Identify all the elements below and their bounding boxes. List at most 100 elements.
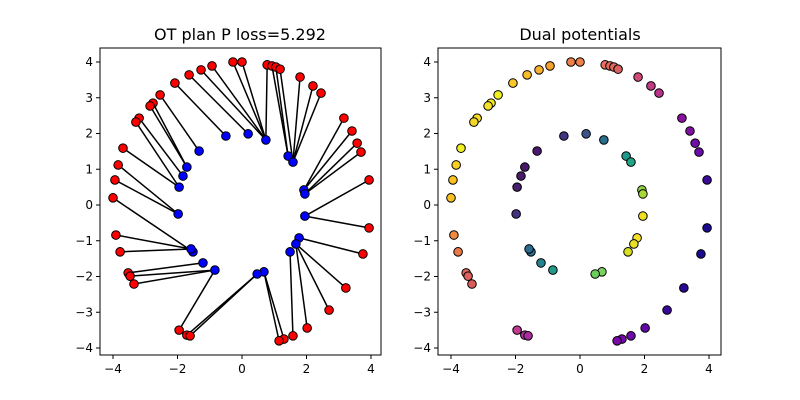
data-point [118, 143, 128, 153]
transport-line [263, 271, 280, 342]
ot-plan-title: OT plan P loss=5.292 [154, 25, 326, 44]
data-point [174, 325, 184, 335]
transport-line [298, 237, 364, 255]
transport-line [200, 69, 267, 141]
data-point [612, 336, 622, 346]
data-point [364, 223, 374, 233]
data-point [520, 162, 530, 172]
data-point [131, 117, 141, 127]
x-tick-label: −2 [507, 362, 525, 376]
transport-line [292, 85, 314, 163]
dual-potentials-axes-frame [437, 47, 722, 356]
data-point [559, 131, 569, 141]
data-point [626, 157, 636, 167]
data-point [512, 182, 522, 192]
x-tick-label: −4 [442, 362, 460, 376]
ot-plan-panel: OT plan P loss=5.292 −4 −2 0 2 4 −4 −3 −2 −1 0 1 2… [75, 25, 382, 376]
data-point [522, 70, 532, 80]
x-tick-label: 2 [641, 362, 649, 376]
transport-line [130, 269, 215, 277]
dual-potentials-y-ticks: −4 −3 −2 −1 0 1 2 3 4 [413, 55, 438, 355]
data-point [221, 131, 231, 141]
data-point [324, 305, 334, 315]
data-point [356, 147, 366, 157]
data-point [532, 146, 542, 156]
data-point [696, 249, 706, 259]
y-tick-label: 1 [85, 162, 93, 176]
transport-line [122, 147, 180, 188]
x-tick-label: 0 [576, 362, 584, 376]
data-point [288, 331, 298, 341]
data-point [548, 265, 558, 275]
transport-line [295, 243, 347, 289]
x-tick-label: 2 [303, 362, 311, 376]
transport-line [275, 66, 289, 157]
data-point [196, 65, 206, 75]
transport-line [149, 105, 188, 168]
data-point [237, 57, 247, 67]
transport-line [178, 269, 216, 331]
data-point [300, 211, 310, 221]
data-point [626, 331, 636, 341]
data-point [690, 138, 700, 148]
transport-line [303, 130, 353, 191]
y-tick-label: −1 [75, 234, 93, 248]
data-point [451, 160, 461, 170]
data-point [646, 81, 656, 91]
transport-line [263, 271, 285, 340]
data-point [702, 223, 712, 233]
data-point [243, 129, 253, 139]
data-point [288, 157, 298, 167]
data-point [186, 244, 196, 254]
data-point [291, 239, 301, 249]
transport-line [120, 248, 192, 253]
data-point [512, 325, 522, 335]
data-point [623, 247, 633, 257]
dual-potentials-panel: Dual potentials −4 −2 0 2 4 −4 −3 −2 −1 0 1 2 3 4 [413, 25, 722, 376]
transport-line [128, 262, 204, 274]
dual-potentials-title: Dual potentials [519, 25, 640, 44]
data-point [640, 323, 650, 333]
data-point [347, 126, 357, 136]
data-point [654, 88, 664, 98]
transport-lines [112, 61, 370, 342]
data-point [113, 160, 123, 170]
transport-line [211, 65, 267, 141]
data-point [545, 61, 555, 71]
data-point [210, 265, 220, 275]
transport-line [159, 94, 200, 152]
data-point [694, 147, 704, 157]
transport-line [135, 121, 180, 188]
y-tick-label: −2 [413, 270, 431, 284]
transport-line [138, 117, 184, 177]
data-point [613, 64, 623, 74]
data-point [508, 78, 518, 88]
data-point [129, 279, 139, 289]
data-point [456, 143, 466, 153]
y-tick-label: −2 [75, 270, 93, 284]
data-point [110, 175, 120, 185]
data-point [633, 72, 643, 82]
data-point [469, 117, 479, 127]
data-point [228, 57, 238, 67]
data-point [184, 70, 194, 80]
data-point [111, 230, 121, 240]
data-point [170, 78, 180, 88]
transport-line [295, 243, 330, 311]
x-tick-label: 4 [705, 362, 713, 376]
data-point [285, 247, 295, 257]
y-tick-label: −3 [75, 305, 93, 319]
transport-line [133, 269, 216, 285]
y-tick-label: −4 [413, 341, 431, 355]
ot-plan-axes-frame [99, 47, 382, 356]
transport-line [232, 61, 267, 141]
data-point [483, 101, 493, 111]
transport-line [304, 215, 370, 229]
transport-line [292, 76, 301, 163]
transport-line [292, 92, 322, 163]
transport-line [114, 179, 179, 215]
data-point [446, 193, 456, 203]
data-point [316, 88, 326, 98]
transport-line [295, 243, 308, 329]
